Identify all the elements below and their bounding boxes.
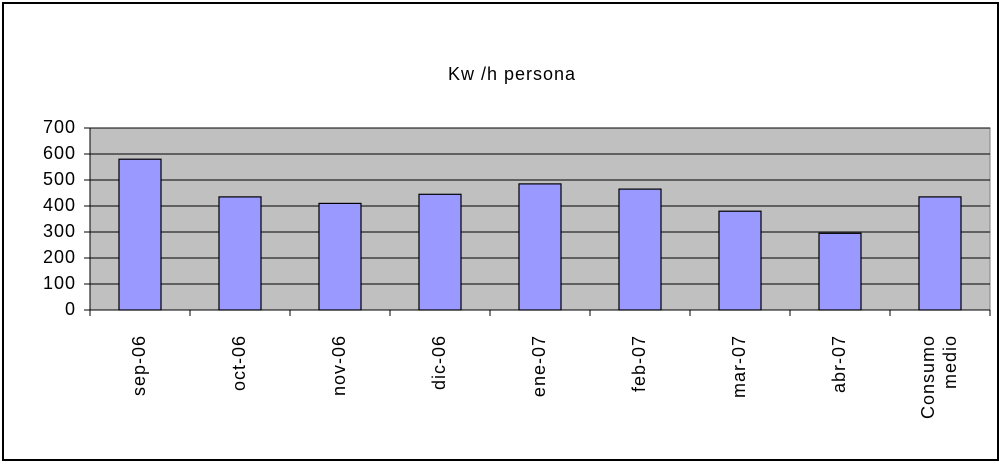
y-tick-label: 200 xyxy=(43,247,76,267)
x-tick-label: Consumo medio xyxy=(918,335,960,419)
x-tick-label: ene-07 xyxy=(529,335,549,397)
y-tick-label: 0 xyxy=(65,299,76,319)
x-tick-label: oct-06 xyxy=(229,335,249,391)
bar xyxy=(918,196,962,311)
bar xyxy=(718,210,762,311)
x-tick-label: feb-07 xyxy=(629,335,649,392)
bar xyxy=(518,183,562,311)
y-tick-label: 400 xyxy=(43,195,76,215)
x-tick-label: nov-06 xyxy=(329,335,349,396)
bar xyxy=(318,202,362,311)
bar xyxy=(118,158,162,311)
chart-title: Kw /h persona xyxy=(448,64,576,84)
bar xyxy=(218,196,262,311)
y-tick-label: 300 xyxy=(43,221,76,241)
x-tick-label: dic-06 xyxy=(429,335,449,390)
x-tick-label: mar-07 xyxy=(729,335,749,398)
bar xyxy=(618,188,662,311)
x-tick-label: abr-07 xyxy=(829,335,849,393)
y-tick-label: 700 xyxy=(43,117,76,137)
y-tick-label: 500 xyxy=(43,169,76,189)
x-tick-label: sep-06 xyxy=(129,335,149,396)
bar xyxy=(418,193,462,311)
y-tick-label: 600 xyxy=(43,143,76,163)
bar xyxy=(818,232,862,311)
y-tick-label: 100 xyxy=(43,273,76,293)
x-tick-label-line: medio xyxy=(940,335,960,389)
x-tick-label-line: Consumo xyxy=(918,335,938,419)
